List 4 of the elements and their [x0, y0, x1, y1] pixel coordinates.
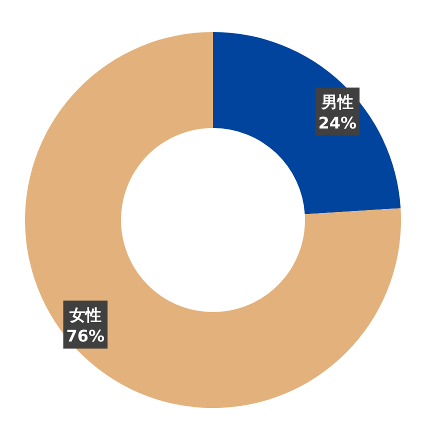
slice-label: 男性 — [320, 92, 354, 112]
slice-label: 女性 — [68, 306, 102, 325]
data-label: 76% — [66, 326, 105, 346]
data-label: 24% — [318, 114, 357, 133]
